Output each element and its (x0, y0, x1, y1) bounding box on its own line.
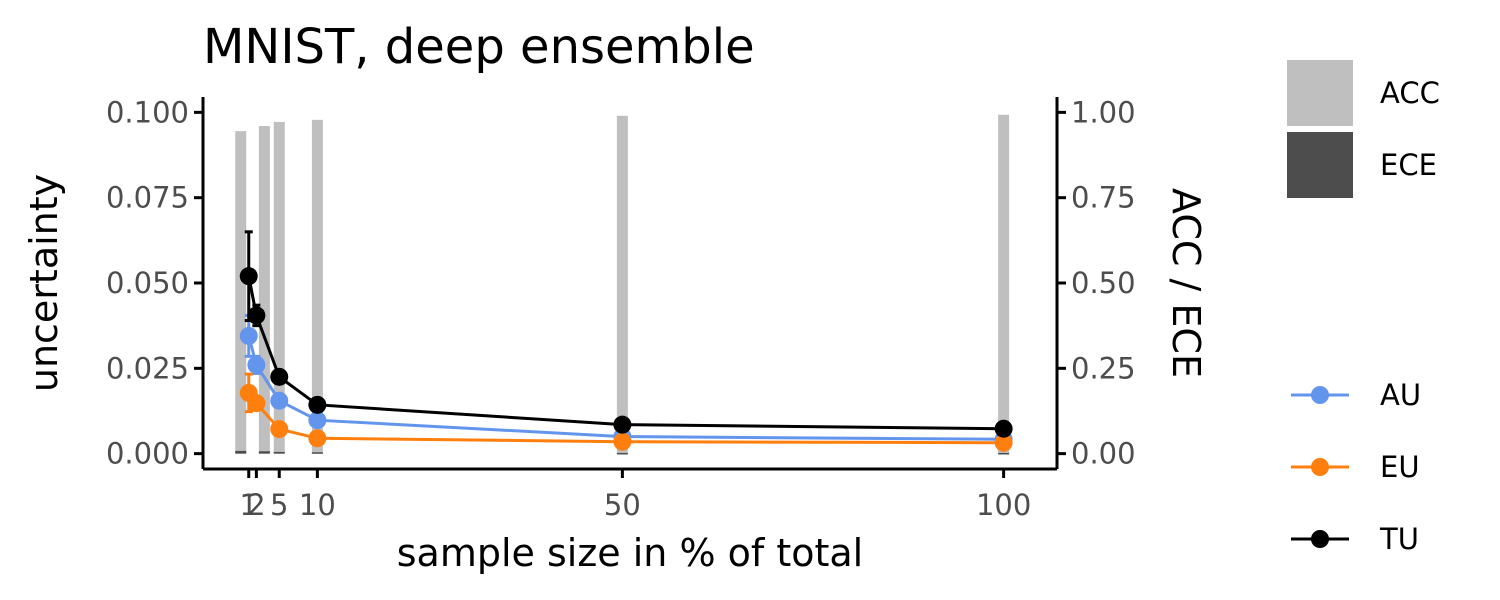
data-point-tu (239, 267, 258, 286)
y-tick-label: 0.100 (106, 95, 189, 129)
y2-tick-label: 0.50 (1071, 266, 1136, 300)
data-point-au (247, 355, 266, 374)
bar-ece-10 (311, 452, 323, 454)
y2-tick-label: 0.00 (1071, 437, 1136, 471)
bar-acc-10 (311, 119, 323, 454)
legend-key-point-tu (1311, 530, 1329, 548)
legend-label-tu: TU (1379, 522, 1419, 556)
bar-ece-2 (258, 451, 270, 454)
bar-ece-50 (616, 452, 628, 455)
bar-ece-100 (998, 452, 1010, 455)
bar-acc-2 (258, 126, 270, 454)
y2-axis-ticks: 0.00 0.25 0.50 0.75 1.00 (1057, 95, 1136, 471)
bar-acc-1 (235, 131, 247, 454)
line-layer (239, 230, 1013, 452)
x-tick-label: 1 (240, 488, 258, 522)
y-axis-title: uncertainty (22, 174, 66, 392)
legend: ACC ECE AU EU TU (1287, 60, 1440, 556)
x-tick-label: 100 (976, 488, 1031, 522)
data-point-au (308, 411, 327, 430)
legend-label-eu: EU (1380, 450, 1420, 484)
data-point-tu (308, 395, 327, 414)
legend-key-point-eu (1311, 458, 1329, 476)
bar-acc-50 (616, 115, 628, 454)
data-point-au (270, 391, 289, 410)
legend-key-acc (1287, 60, 1353, 126)
y-tick-label: 0.025 (106, 351, 189, 385)
bar-ece-5 (273, 451, 285, 454)
data-point-eu (994, 433, 1013, 452)
x-axis-ticks: 12 5 10 50 100 (240, 469, 1031, 522)
y-tick-label: 0.050 (106, 266, 189, 300)
legend-key-ece (1287, 132, 1353, 198)
legend-key-point-au (1311, 386, 1329, 404)
x-tick-label: 2 (247, 488, 265, 522)
y2-axis-title: ACC / ECE (1164, 188, 1208, 378)
legend-label-ece: ECE (1380, 148, 1437, 182)
x-tick-label: 10 (299, 488, 336, 522)
y-axis-ticks: 0.000 0.025 0.050 0.075 0.100 (106, 95, 203, 471)
data-point-tu (270, 367, 289, 386)
x-tick-label: 5 (270, 488, 288, 522)
bar-acc-5 (273, 121, 285, 454)
y2-tick-label: 0.75 (1071, 181, 1136, 215)
data-point-eu (613, 432, 632, 451)
x-tick-label: 50 (604, 488, 641, 522)
chart-title: MNIST, deep ensemble (203, 19, 755, 75)
data-point-eu (270, 420, 289, 439)
data-point-tu (994, 419, 1013, 438)
y2-tick-label: 0.25 (1071, 351, 1136, 385)
y-tick-label: 0.075 (106, 181, 189, 215)
data-point-eu (308, 429, 327, 448)
data-point-tu (613, 415, 632, 434)
data-point-tu (247, 306, 266, 325)
data-point-eu (247, 394, 266, 413)
bar-layer (235, 114, 1010, 455)
legend-label-au: AU (1380, 378, 1421, 412)
x-axis-title: sample size in % of total (397, 531, 864, 575)
y-tick-label: 0.000 (106, 437, 189, 471)
y2-tick-label: 1.00 (1071, 95, 1136, 129)
data-point-au (239, 326, 258, 345)
bar-acc-100 (998, 114, 1010, 454)
legend-label-acc: ACC (1380, 76, 1440, 110)
bar-ece-1 (235, 450, 247, 454)
